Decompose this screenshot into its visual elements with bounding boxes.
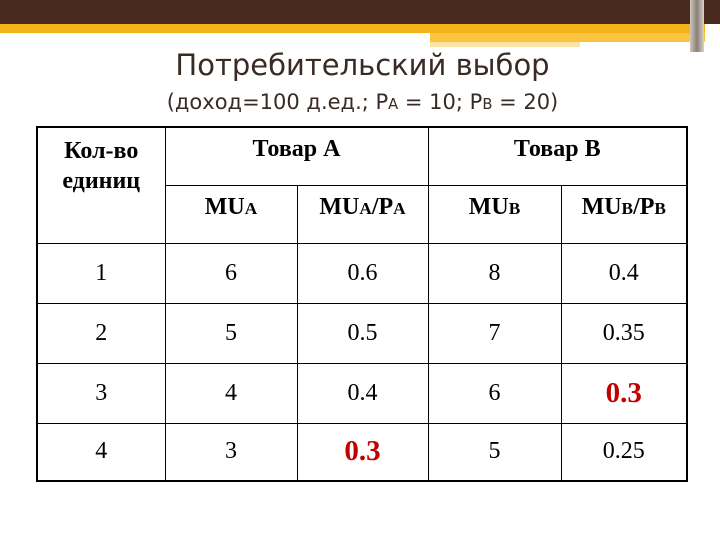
subheader-text: B [621, 198, 634, 218]
subheader-text: MU [319, 193, 360, 220]
table-cell: 4 [164, 362, 298, 424]
utility-table: Кол-во единиц Товар A Товар B MUA MUA/PA M… [36, 126, 688, 482]
subtitle-text: = 20) [492, 90, 559, 114]
subheader-text: /P [371, 193, 394, 220]
table-cell: 0.3 [296, 422, 429, 482]
table-cell: 0.25 [560, 422, 688, 482]
subheader-text: /P [633, 193, 655, 220]
subtitle-sub: A [388, 96, 399, 113]
table-cell: 8 [427, 242, 562, 304]
table-cell: 7 [427, 302, 562, 364]
subheader-text: B [508, 198, 521, 218]
subheader-text: A [244, 198, 258, 218]
subheader-text: MU [468, 193, 509, 220]
subheader-text: A [359, 198, 372, 218]
slide-title: Потребительский выбор [175, 48, 550, 82]
header-quantity: Кол-во единиц [36, 126, 166, 244]
table-cell: 0.4 [296, 362, 429, 424]
subheader-text: A [393, 198, 406, 218]
subheader-2: MUB [427, 184, 562, 244]
table-cell: 0.6 [296, 242, 429, 304]
gold-stripe [0, 24, 705, 33]
vertical-bar-decoration [690, 0, 704, 52]
table-cell: 3 [164, 422, 298, 482]
subtitle-text: = 10; P [398, 90, 483, 114]
subheader-text: B [654, 198, 666, 218]
gold-stripe-3 [430, 42, 580, 47]
table-cell: 6 [427, 362, 562, 424]
top-bar-decoration [0, 0, 720, 24]
table-cell: 4 [36, 422, 166, 482]
table-row: 2 5 0.5 7 0.35 [36, 302, 688, 364]
subtitle-text: (доход=100 д.ед.; P [166, 90, 389, 114]
subheader-3: MUB/PB [560, 184, 688, 244]
subheader-0: MUA [164, 184, 298, 244]
subheader-text: MU [581, 193, 622, 220]
gold-stripe-2 [430, 33, 705, 42]
table-row: 1 6 0.6 8 0.4 [36, 242, 688, 304]
table-cell: 0.3 [560, 362, 688, 424]
table-cell: 3 [36, 362, 166, 424]
slide-subtitle: (доход=100 д.ед.; PA = 10; PB = 20) [0, 90, 720, 114]
subheader-1: MUA/PA [296, 184, 429, 244]
table-cell: 5 [164, 302, 298, 364]
table-cell: 2 [36, 302, 166, 364]
header-good-a: Товар A [164, 126, 429, 186]
subheader-text: MU [204, 193, 245, 220]
table-cell: 0.5 [296, 302, 429, 364]
subtitle-sub: B [482, 96, 493, 113]
header-good-b: Товар B [427, 126, 688, 186]
table-cell: 1 [36, 242, 166, 304]
table-cell: 0.35 [560, 302, 688, 364]
table-cell: 5 [427, 422, 562, 482]
table-row: 4 3 0.3 5 0.25 [36, 422, 688, 482]
table-cell: 0.4 [560, 242, 688, 304]
table-cell: 6 [164, 242, 298, 304]
table-row: 3 4 0.4 6 0.3 [36, 362, 688, 424]
